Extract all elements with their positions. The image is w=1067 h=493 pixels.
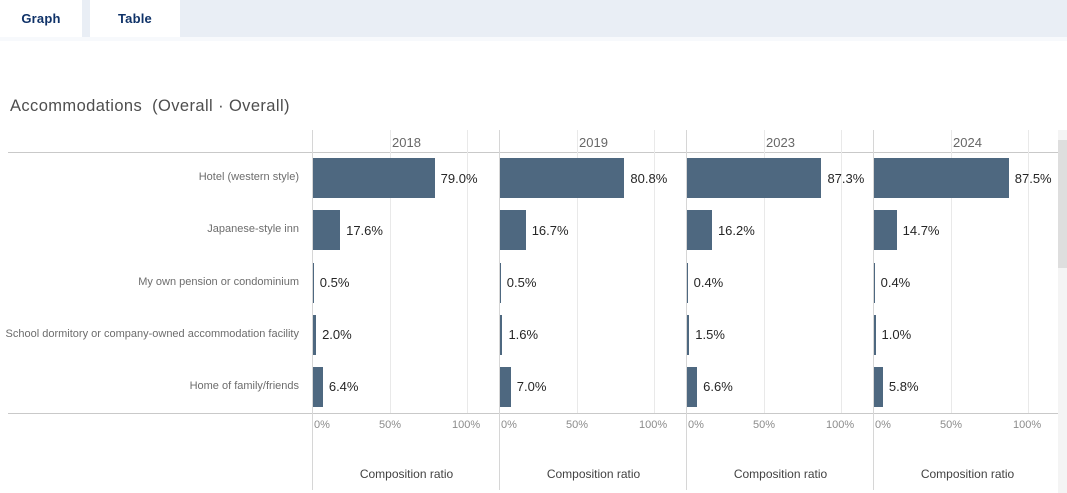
bar[interactable] [500,158,625,199]
bar-value-label: 0.4% [693,274,724,290]
chart-title: Accommodations (Overall · Overall) [10,97,290,115]
bar-value-label: 1.5% [695,327,725,343]
bar-value-label: 87.5% [1014,170,1052,186]
gridline-100 [1028,130,1029,413]
bar-value-label: 1.6% [508,327,539,343]
tab-bar-underband [0,37,1067,41]
bar-value-label: 16.2% [717,222,755,238]
panel-separator-line [873,130,874,490]
scrollbar-thumb[interactable] [1058,140,1067,268]
x-tick-50: 50% [566,419,589,431]
gridline-50 [951,130,952,413]
panel-year-header: 2019 [579,135,608,150]
bar-value-label: 5.8% [888,379,919,395]
bar-value-label: 79.0% [440,170,478,186]
category-label: Hotel (western style) [198,171,299,184]
x-tick-100: 100% [826,419,855,431]
x-tick-100: 100% [452,419,481,431]
bar[interactable] [874,158,1009,199]
bar[interactable] [874,210,897,251]
x-tick-0: 0% [688,419,704,431]
bar-value-label: 0.5% [506,274,537,290]
x-axis-title: Composition ratio [546,467,641,481]
category-label: Home of family/friends [189,379,299,392]
bar[interactable] [500,366,511,407]
bar[interactable] [500,262,501,303]
gridline-50 [577,130,578,413]
bar[interactable] [313,158,435,199]
bar-value-label: 17.6% [346,222,383,238]
x-tick-50: 50% [379,419,402,431]
bar-value-label: 6.6% [703,379,733,395]
gridline-100 [467,130,468,413]
bar[interactable] [500,314,503,355]
tab-bar: Graph Table [0,0,1067,37]
x-tick-0: 0% [875,419,891,431]
bar[interactable] [687,158,822,199]
x-tick-100: 100% [1013,419,1042,431]
bar[interactable] [874,262,875,303]
panel-separator-line [686,130,687,490]
tab-graph[interactable]: Graph [0,0,82,37]
bar-value-label: 0.5% [319,274,350,290]
bar[interactable] [500,210,526,251]
x-axis-title: Composition ratio [359,467,454,481]
gridline-100 [841,130,842,413]
bar[interactable] [687,262,688,303]
bar[interactable] [874,366,883,407]
bar-value-label: 80.8% [630,170,668,186]
panel-separator-line [312,130,313,490]
category-label: Japanese-style inn [207,223,299,236]
x-tick-0: 0% [314,419,330,431]
bar[interactable] [687,210,712,251]
bar[interactable] [687,366,698,407]
category-label: My own pension or condominium [138,275,299,288]
bar-value-label: 16.7% [531,222,569,238]
gridline-50 [390,130,391,413]
bar-value-label: 0.4% [880,274,911,290]
bar[interactable] [313,314,317,355]
panel-separator-line [499,130,500,490]
vertical-scrollbar[interactable] [1058,130,1067,493]
panel-year-header: 2023 [766,135,795,150]
x-tick-0: 0% [501,419,517,431]
category-label: School dormitory or company-owned accomm… [5,327,299,340]
x-axis-line [8,413,1060,414]
bar-value-label: 6.4% [328,379,359,395]
bar-value-label: 87.3% [827,170,865,186]
bar[interactable] [874,314,876,355]
bar-value-label: 1.0% [881,327,912,343]
panel-year-header: 2024 [953,135,982,150]
bar[interactable] [687,314,690,355]
x-tick-100: 100% [639,419,668,431]
bar-value-label: 2.0% [322,327,352,343]
x-tick-50: 50% [940,419,963,431]
tab-table[interactable]: Table [90,0,180,37]
panel-year-header: 2018 [392,135,421,150]
x-axis-title: Composition ratio [733,467,828,481]
bar[interactable] [313,210,341,251]
x-tick-50: 50% [753,419,776,431]
gridline-100 [654,130,655,413]
bar[interactable] [313,262,314,303]
bar[interactable] [313,366,323,407]
bar-value-label: 7.0% [516,379,547,395]
bar-value-label: 14.7% [902,222,940,238]
x-axis-title: Composition ratio [920,467,1015,481]
header-separator-line [8,152,1060,153]
gridline-50 [764,130,765,413]
